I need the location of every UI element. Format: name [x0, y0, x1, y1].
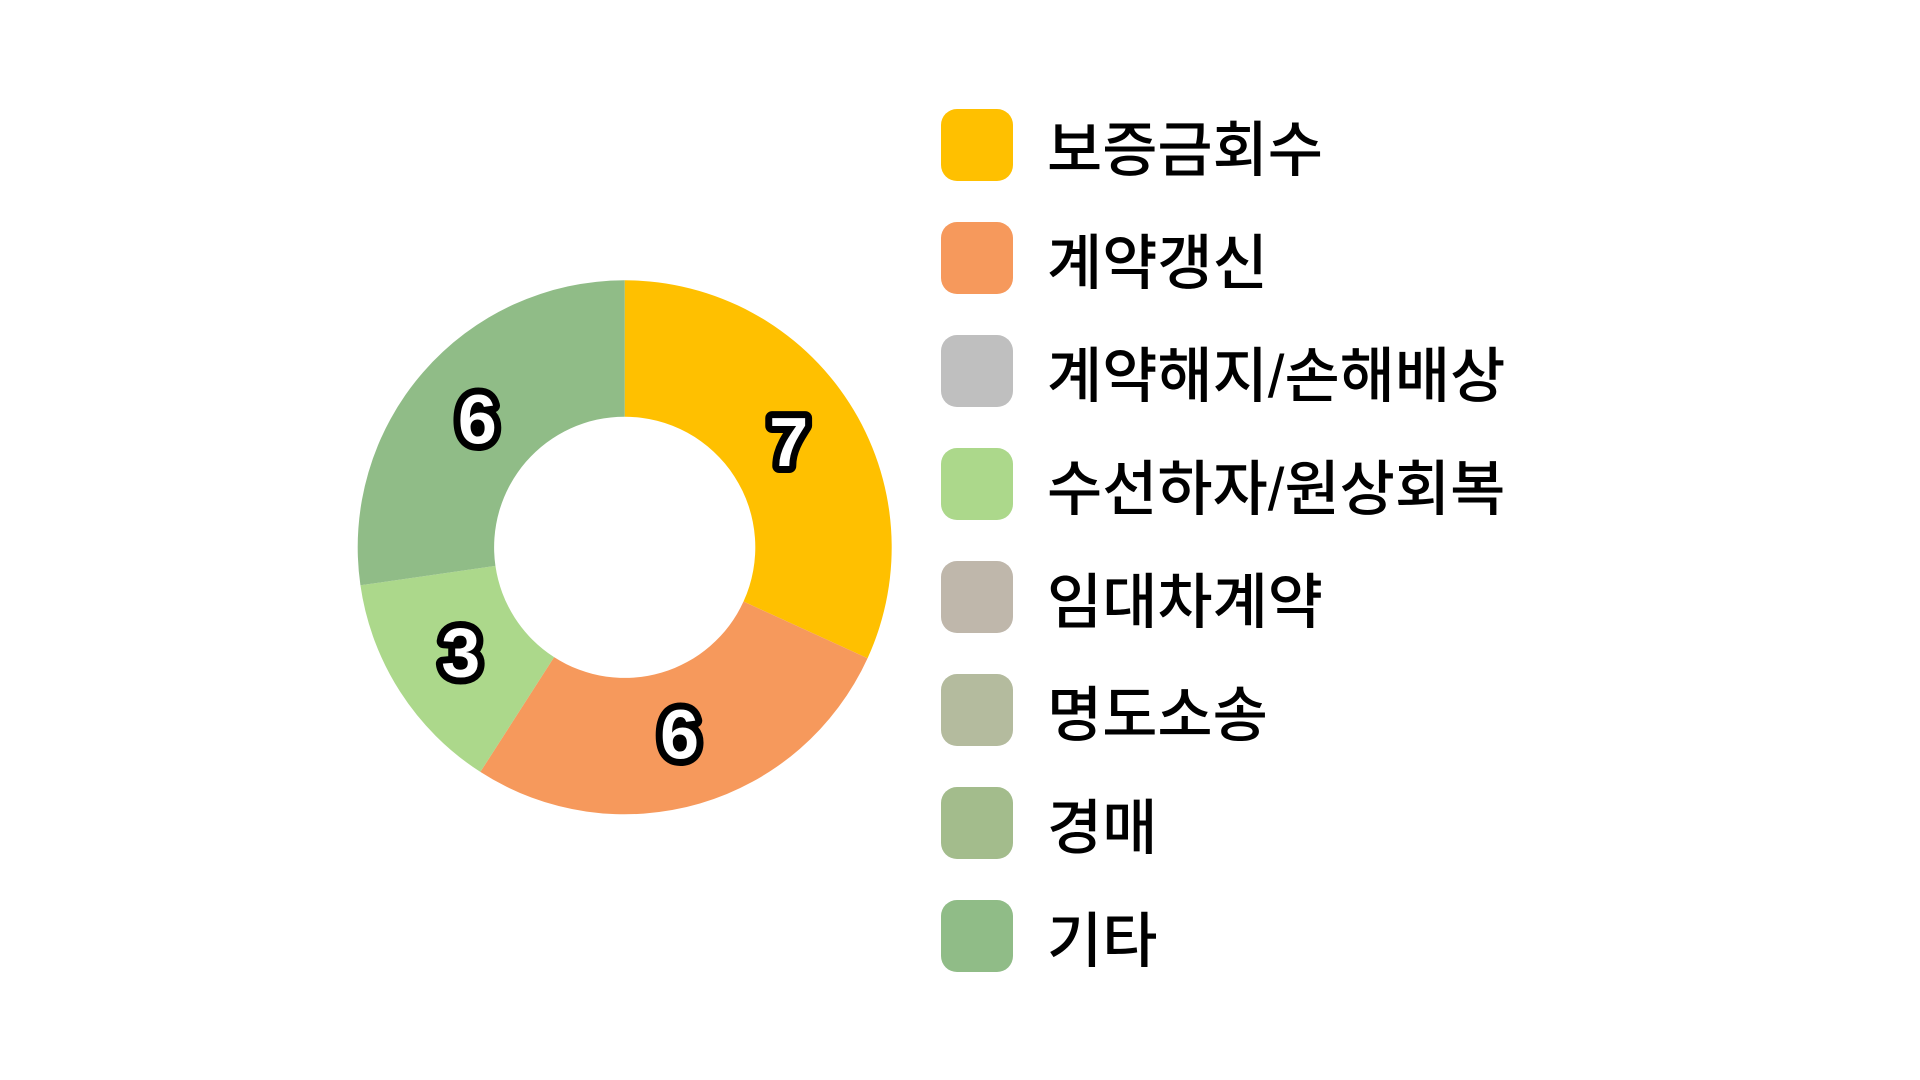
- svg-text:7: 7: [769, 403, 808, 481]
- svg-text:6: 6: [458, 381, 497, 459]
- svg-text:6: 6: [660, 695, 699, 773]
- svg-text:3: 3: [441, 614, 480, 692]
